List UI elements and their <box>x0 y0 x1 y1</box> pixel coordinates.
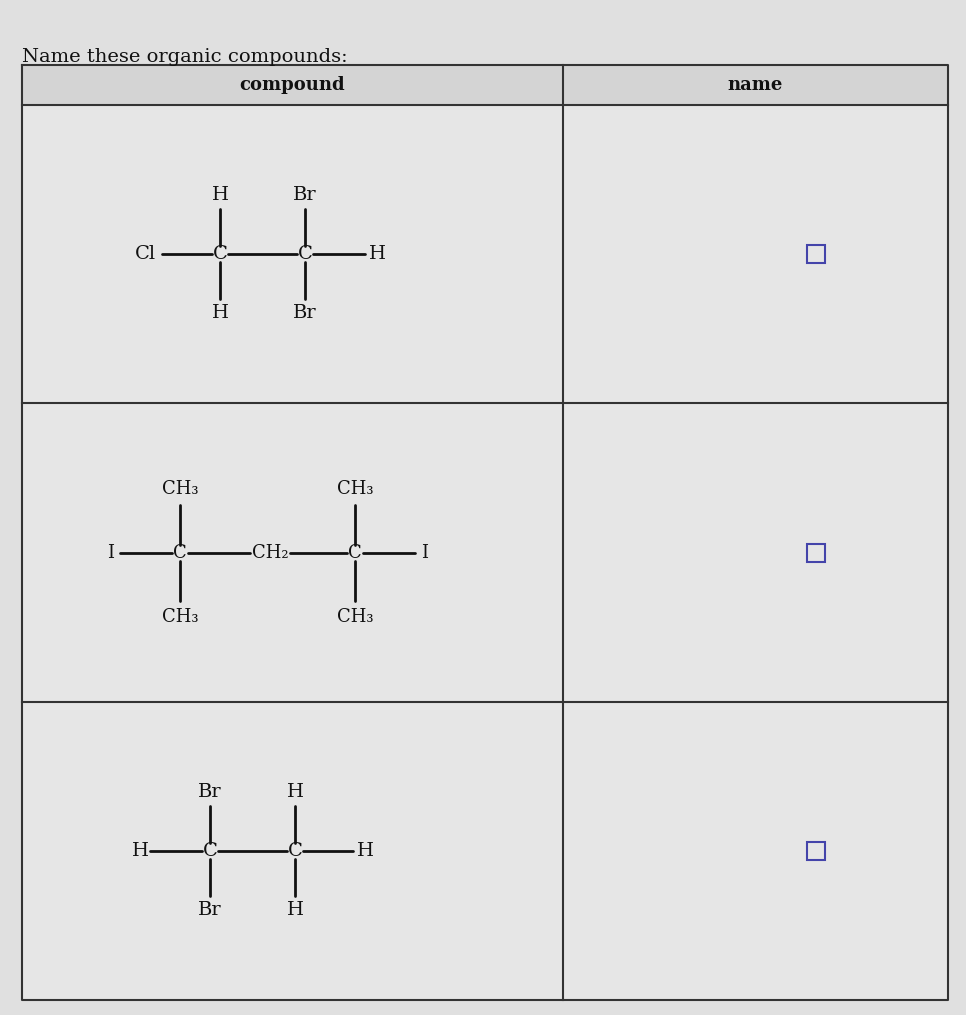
Text: I: I <box>107 543 115 561</box>
Text: Br: Br <box>294 304 317 322</box>
Text: CH₃: CH₃ <box>337 479 373 497</box>
Text: H: H <box>212 304 229 322</box>
Text: H: H <box>287 783 303 801</box>
Text: Br: Br <box>294 186 317 204</box>
Text: name: name <box>727 76 783 94</box>
Text: H: H <box>368 246 385 263</box>
Text: CH₃: CH₃ <box>161 479 198 497</box>
Text: Br: Br <box>198 901 222 919</box>
Bar <box>22 65 948 105</box>
Bar <box>807 841 825 860</box>
Text: I: I <box>421 543 429 561</box>
Text: CH₃: CH₃ <box>337 608 373 625</box>
Text: C: C <box>288 841 302 860</box>
Text: Cl: Cl <box>134 246 156 263</box>
Text: C: C <box>203 841 217 860</box>
Text: H: H <box>131 841 149 860</box>
Text: CH₃: CH₃ <box>161 608 198 625</box>
Text: Br: Br <box>198 783 222 801</box>
Text: H: H <box>212 186 229 204</box>
Bar <box>807 246 825 263</box>
Text: CH₂: CH₂ <box>252 543 288 561</box>
Text: Name these organic compounds:: Name these organic compounds: <box>22 48 348 66</box>
Text: C: C <box>173 543 186 561</box>
Text: C: C <box>348 543 362 561</box>
Text: C: C <box>298 246 312 263</box>
Text: C: C <box>213 246 227 263</box>
Text: H: H <box>356 841 374 860</box>
Text: H: H <box>287 901 303 919</box>
Bar <box>807 543 825 561</box>
Text: compound: compound <box>240 76 345 94</box>
